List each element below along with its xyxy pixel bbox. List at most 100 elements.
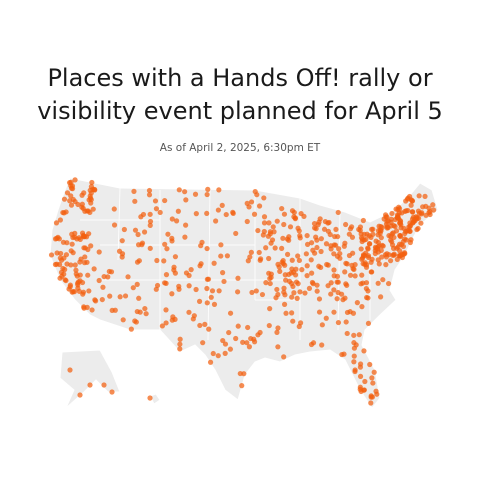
event-dot [369, 375, 375, 381]
event-dot [92, 187, 98, 193]
event-dot [373, 245, 379, 251]
event-dot [308, 341, 315, 348]
event-dot [337, 255, 343, 261]
event-dot [152, 198, 159, 204]
event-dot [383, 212, 389, 218]
event-dot [131, 188, 137, 194]
event-dot [211, 301, 218, 307]
event-dot [407, 228, 413, 234]
event-dot [346, 252, 353, 259]
event-dot [379, 254, 385, 260]
event-dot [154, 257, 160, 264]
event-dot [161, 258, 167, 264]
event-dot [297, 233, 303, 239]
event-dot [304, 232, 310, 239]
event-dot [76, 288, 82, 294]
event-dot [197, 322, 203, 329]
event-dot [402, 250, 408, 256]
event-dot [120, 317, 126, 323]
event-dot [256, 203, 263, 209]
event-dot [188, 267, 194, 273]
event-dot [135, 231, 141, 238]
event-dot [91, 266, 97, 272]
event-dot [134, 281, 140, 287]
event-dot [296, 228, 302, 234]
event-dot [351, 340, 357, 346]
event-dot [409, 216, 416, 222]
event-dot [357, 386, 363, 392]
event-dot [73, 267, 79, 273]
event-dot [75, 279, 82, 285]
event-dot [204, 210, 210, 217]
event-dot [331, 267, 337, 273]
event-dot [384, 251, 390, 257]
event-dot [169, 291, 175, 297]
event-dot [360, 217, 366, 224]
event-dot [193, 211, 199, 217]
event-dot [133, 319, 139, 325]
event-dot [259, 291, 266, 298]
event-dot [357, 364, 364, 370]
event-dot [351, 359, 357, 365]
event-dot [347, 272, 354, 278]
event-dot [368, 393, 374, 399]
event-dot [48, 252, 55, 258]
event-dot [369, 269, 375, 275]
event-dot [380, 243, 386, 249]
event-dot [275, 325, 281, 331]
event-dot [267, 275, 273, 282]
event-dot [226, 329, 232, 336]
event-dot [331, 309, 337, 315]
event-dot [79, 204, 85, 210]
event-dot [340, 297, 346, 303]
event-dot [395, 215, 401, 221]
event-dot [299, 267, 305, 273]
event-dot [379, 224, 385, 231]
event-dot [335, 209, 341, 216]
event-dot [348, 224, 355, 230]
event-dot [415, 225, 421, 232]
event-dot [410, 209, 416, 215]
event-dot [368, 400, 374, 406]
event-dot [325, 228, 331, 234]
event-dot [291, 214, 297, 220]
event-dot [89, 307, 95, 313]
event-dot [373, 238, 379, 244]
event-dot [393, 206, 399, 212]
event-dot [147, 222, 153, 228]
event-dot [380, 277, 386, 283]
event-dot [134, 308, 140, 315]
event-dot [316, 309, 323, 315]
event-dot [374, 391, 380, 397]
event-dot [397, 248, 403, 254]
event-dot [68, 248, 74, 254]
event-dot [273, 295, 279, 301]
event-dot [430, 202, 436, 208]
event-dot [163, 307, 169, 313]
event-dot [162, 197, 168, 204]
event-dot [351, 332, 357, 338]
event-dot [385, 280, 392, 287]
event-dot [96, 249, 102, 255]
event-dot [169, 235, 175, 241]
event-dot [283, 310, 289, 316]
event-dot [383, 262, 389, 268]
event-dot [304, 263, 310, 269]
event-dot [204, 245, 210, 252]
event-dot [363, 280, 370, 286]
event-dot [328, 291, 334, 297]
event-dot [311, 220, 318, 227]
event-dot [235, 323, 241, 329]
event-dot [295, 281, 301, 287]
event-dot [263, 245, 269, 251]
event-dot [266, 220, 272, 226]
event-dot [223, 211, 229, 218]
event-dot [221, 278, 227, 285]
event-dot [58, 250, 64, 257]
event-dot [289, 310, 295, 316]
event-dot [304, 273, 310, 279]
event-dot [85, 246, 91, 253]
event-dot [146, 187, 153, 194]
